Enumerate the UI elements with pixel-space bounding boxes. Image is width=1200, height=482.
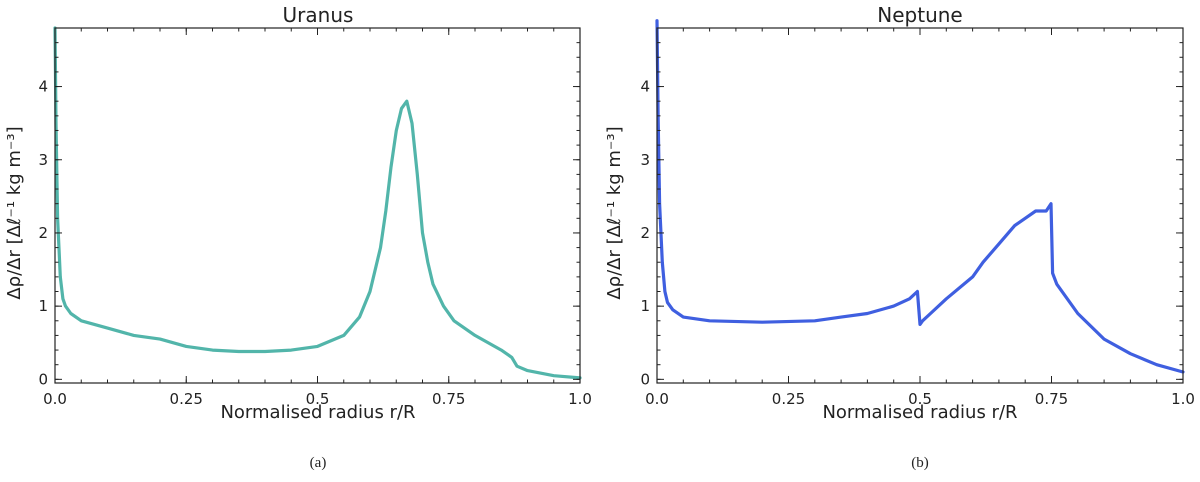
x-tick-label-1-4: 1.0 [1171, 390, 1195, 408]
x-tick-label-0-0: 0.0 [43, 390, 67, 408]
x-tick-label-0-2: 0.5 [306, 390, 330, 408]
x-tick-label-1-0: 0.0 [645, 390, 669, 408]
y-axis-label-neptune: Δρ/Δr [Δℓ⁻¹ kg m⁻³] [604, 126, 625, 299]
panel-uranus: Uranus (a) Normalised radius r/R Δρ/Δr [… [4, 3, 592, 471]
panel-title-uranus: Uranus [283, 3, 354, 27]
y-tick-label-1-2: 2 [640, 224, 650, 242]
x-tick-label-1-3: 0.75 [1035, 390, 1068, 408]
y-tick-label-1-1: 1 [640, 297, 650, 315]
x-axis-label-uranus: Normalised radius r/R [220, 402, 415, 423]
series-line-0 [53, 26, 582, 380]
y-tick-label-0-4: 4 [38, 78, 48, 96]
y-axis-label-uranus: Δρ/Δr [Δℓ⁻¹ kg m⁻³] [4, 126, 25, 299]
panel-title-neptune: Neptune [877, 3, 962, 27]
x-tick-label-1-1: 0.25 [772, 390, 805, 408]
y-tick-label-1-3: 3 [640, 151, 650, 169]
y-tick-label-0-2: 2 [38, 224, 48, 242]
axes-frame-1 [656, 27, 1184, 384]
y-tick-label-1-0: 0 [640, 370, 650, 388]
x-tick-label-0-3: 0.75 [432, 390, 465, 408]
panel-neptune: Neptune (b) Normalised radius r/R Δρ/Δr … [604, 3, 1195, 471]
y-tick-label-1-4: 4 [640, 78, 650, 96]
series-line-1 [655, 19, 1185, 374]
caption-a: (a) [310, 455, 327, 471]
axes-frame-0 [54, 27, 581, 384]
y-tick-label-0-0: 0 [38, 370, 48, 388]
x-tick-label-0-4: 1.0 [568, 390, 592, 408]
x-axis-label-neptune: Normalised radius r/R [822, 402, 1017, 423]
caption-b: (b) [911, 455, 929, 471]
y-tick-label-0-1: 1 [38, 297, 48, 315]
y-tick-label-0-3: 3 [38, 151, 48, 169]
x-tick-label-1-2: 0.5 [908, 390, 932, 408]
x-tick-label-0-1: 0.25 [170, 390, 203, 408]
